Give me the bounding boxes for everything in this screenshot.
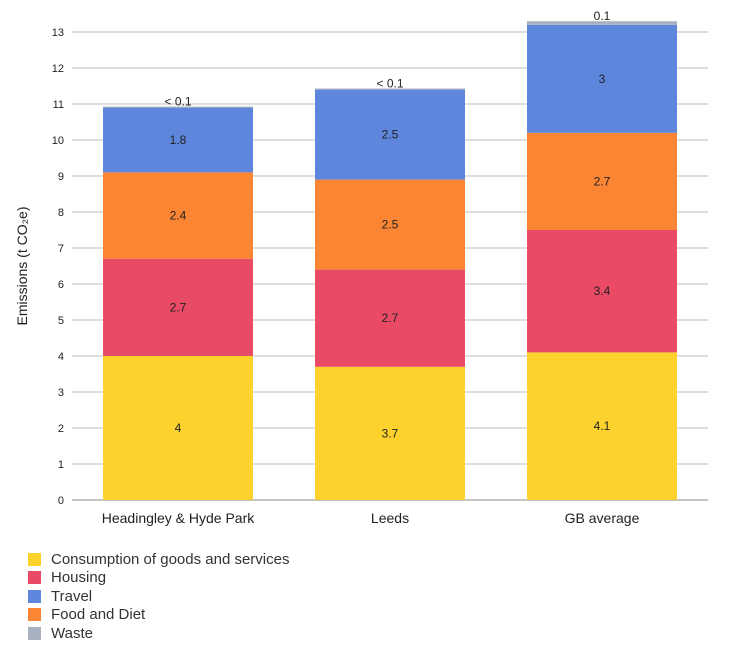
legend-item: Housing: [28, 569, 289, 588]
y-tick-label: 1: [58, 459, 64, 471]
legend: Consumption of goods and services Housing…: [28, 550, 289, 643]
legend-item: Travel: [28, 587, 289, 606]
bar-segment: [527, 352, 677, 500]
bar-segment: [103, 258, 253, 356]
data-label: 3.7: [382, 426, 399, 440]
y-tick-label: 10: [52, 135, 64, 147]
legend-label: Consumption of goods and services: [51, 550, 290, 568]
y-tick-label: 9: [58, 171, 64, 183]
y-tick-label: 6: [58, 279, 64, 291]
x-tick-label: Headingley & Hyde Park: [102, 510, 256, 526]
y-tick-label: 12: [52, 63, 64, 75]
legend-label: Waste: [51, 624, 93, 642]
y-tick-label: 13: [52, 27, 64, 39]
data-label: 4.1: [594, 419, 611, 433]
data-label: 2.4: [170, 209, 187, 223]
x-tick-label: GB average: [565, 510, 640, 526]
bar-segment: [527, 132, 677, 230]
y-axis-title: Emissions (t CO₂e): [14, 206, 30, 325]
legend-label: Housing: [51, 569, 107, 587]
legend-swatch: [28, 552, 41, 566]
data-label: 2.7: [382, 311, 399, 325]
legend-item: Food and Diet: [28, 606, 289, 625]
legend-swatch: [28, 589, 41, 603]
data-label: 1.8: [170, 133, 187, 147]
y-tick-label: 5: [58, 315, 64, 327]
y-tick-label: 11: [53, 99, 64, 111]
y-tick-label: 0: [58, 495, 64, 507]
y-tick-label: 3: [58, 387, 64, 399]
bar-segment: [527, 24, 677, 133]
legend-swatch: [28, 626, 41, 640]
data-label: < 0.1: [164, 95, 191, 109]
bar-segment: [315, 88, 465, 90]
bar-segment: [315, 366, 465, 500]
legend-item: Waste: [28, 624, 289, 643]
bar-segment: [103, 107, 253, 173]
data-label: 2.7: [170, 300, 187, 314]
data-label: 2.7: [594, 174, 611, 188]
legend-swatch: [28, 571, 41, 585]
y-tick-label: 2: [58, 423, 64, 435]
data-label: 2.5: [382, 218, 399, 232]
bar-segment: [315, 179, 465, 270]
bar-segment: [103, 172, 253, 259]
legend-label: Travel: [51, 587, 93, 605]
legend-label: Food and Diet: [51, 606, 146, 624]
data-label: 4: [175, 421, 182, 435]
bar-segment: [315, 269, 465, 367]
bar-segment: [103, 356, 253, 500]
data-label: 0.1: [594, 9, 611, 23]
data-label: < 0.1: [376, 77, 403, 91]
data-label: 3.4: [594, 284, 611, 298]
bar-segment: [103, 106, 253, 108]
y-tick-label: 4: [58, 351, 64, 363]
data-label: 2.5: [382, 128, 399, 142]
data-label: 3: [599, 72, 606, 86]
x-tick-label: Leeds: [371, 510, 409, 526]
y-tick-label: 8: [58, 207, 64, 219]
y-tick-label: 7: [58, 243, 64, 255]
legend-swatch: [28, 608, 41, 622]
legend-item: Consumption of goods and services: [28, 550, 289, 569]
bar-segment: [527, 21, 677, 25]
bar-segment: [315, 89, 465, 180]
bar-segment: [527, 230, 677, 353]
